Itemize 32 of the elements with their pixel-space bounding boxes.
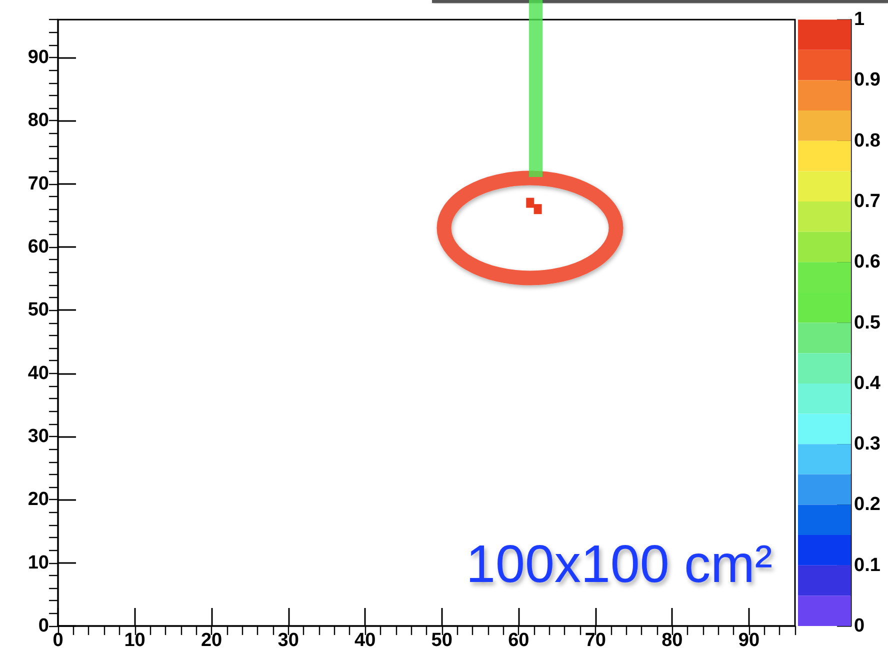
color-bar-label: 0.9: [854, 70, 880, 91]
y-tick-label: 10: [28, 552, 49, 574]
y-tick-label: 0: [38, 616, 49, 636]
x-tick-label: 20: [200, 630, 222, 651]
x-tick-label: 50: [431, 630, 452, 651]
color-bar-label: 0.7: [854, 191, 880, 212]
x-tick-label: 10: [124, 630, 146, 651]
x-tick-label: 90: [738, 630, 760, 651]
x-tick-label: 40: [354, 630, 376, 651]
color-bar-label: 0.3: [854, 434, 880, 455]
y-tick-label: 50: [28, 300, 49, 321]
color-bar-label: 0.6: [854, 252, 880, 273]
y-tick-label: 70: [28, 173, 49, 194]
color-bar-label: 0.4: [854, 372, 881, 394]
annotation: 100x100 cm²: [466, 535, 772, 594]
x-tick-label: 70: [584, 630, 606, 651]
x-tick-label: 60: [508, 630, 530, 651]
y-tick-label: 60: [28, 236, 49, 258]
x-tick-label: 80: [662, 630, 683, 651]
color-bar-label: 0: [854, 616, 865, 636]
y-tick-label: 20: [28, 489, 49, 510]
y-tick-label: 30: [28, 426, 49, 447]
x-tick-label: 30: [278, 630, 299, 651]
color-bar-label: 1: [854, 9, 865, 30]
x-tick-label: 0: [52, 630, 64, 651]
color-bar-label: 0.5: [854, 312, 881, 334]
color-bar-label: 0.2: [854, 494, 880, 516]
color-bar-label: 0.1: [854, 554, 881, 576]
color-bar-label: 0.8: [854, 130, 880, 152]
y-tick-label: 90: [28, 47, 49, 68]
y-tick-label: 40: [28, 362, 49, 384]
y-tick-label: 80: [28, 110, 49, 132]
